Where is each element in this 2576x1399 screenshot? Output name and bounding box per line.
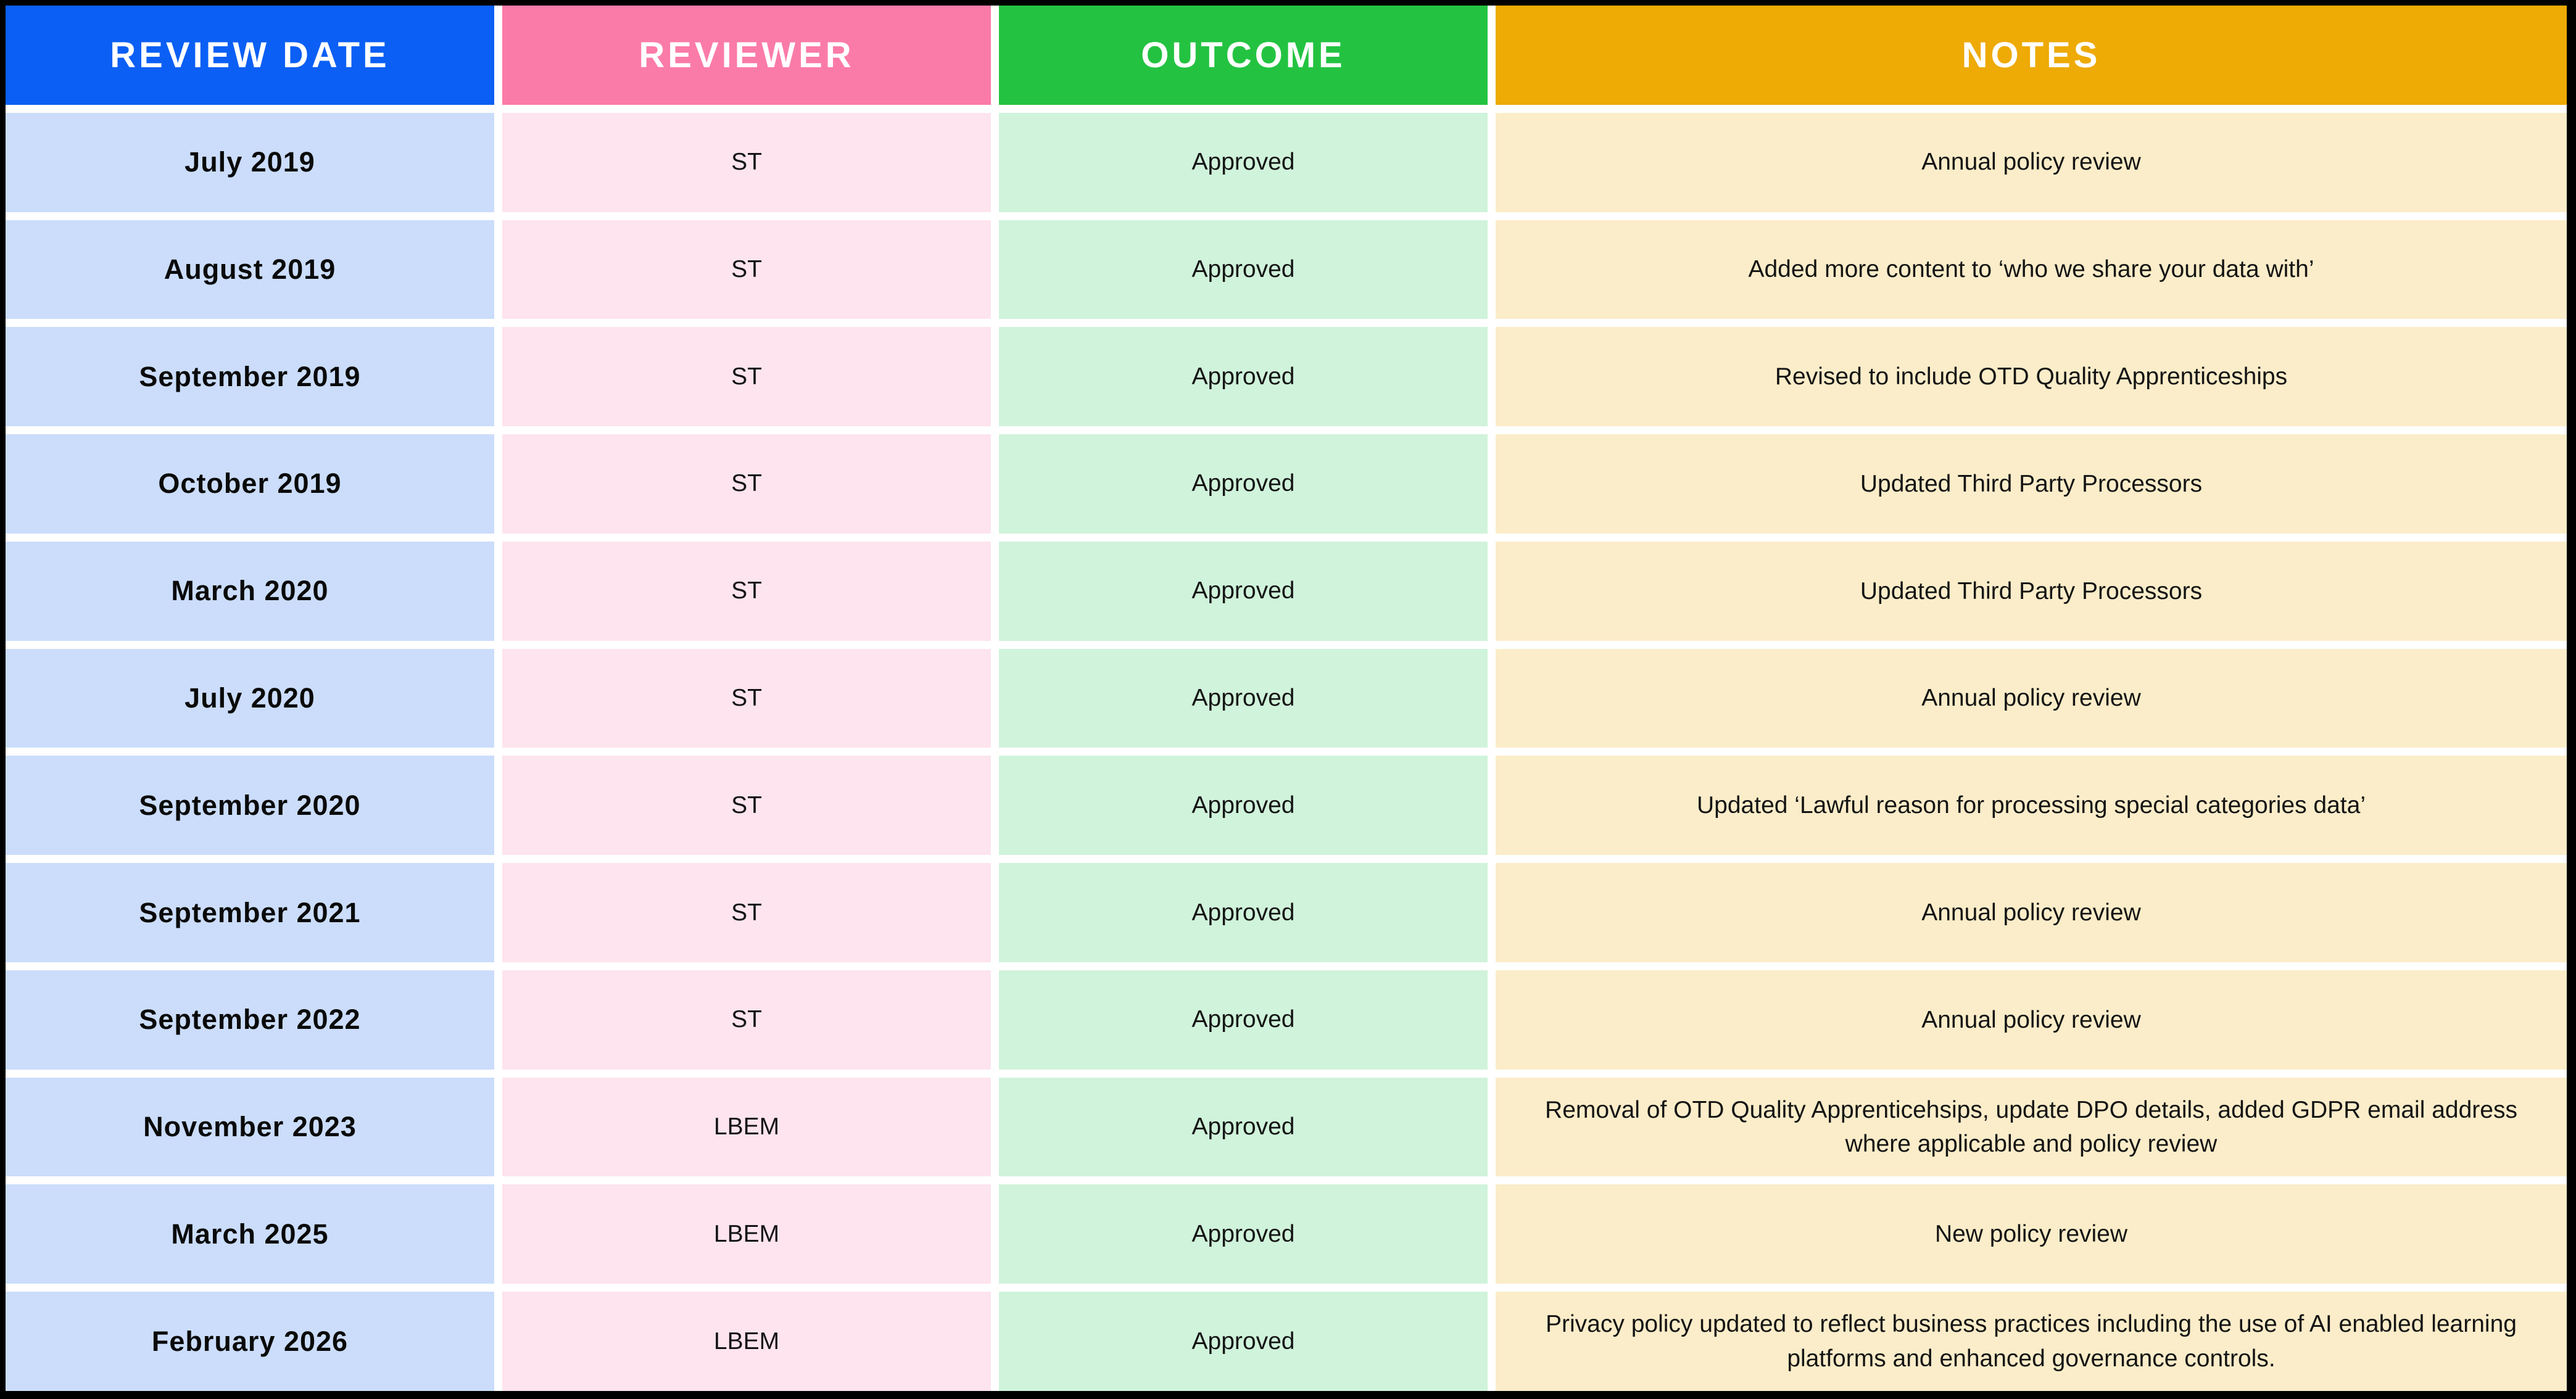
cell-reviewer: ST: [502, 970, 991, 1070]
cell-review-date: November 2023: [6, 1077, 494, 1177]
cell-reviewer: ST: [502, 434, 991, 534]
cell-reviewer: LBEM: [502, 1184, 991, 1284]
cell-notes: Updated ‘Lawful reason for processing sp…: [1496, 756, 2567, 856]
cell-outcome: Approved: [999, 1077, 1488, 1177]
cell-reviewer: ST: [502, 541, 991, 641]
cell-review-date: March 2025: [6, 1184, 494, 1284]
cell-outcome: Approved: [999, 1292, 1488, 1391]
cell-notes: Privacy policy updated to reflect busine…: [1496, 1292, 2567, 1391]
cell-notes: Updated Third Party Processors: [1496, 434, 2567, 534]
cell-reviewer: ST: [502, 648, 991, 748]
cell-review-date: August 2019: [6, 220, 494, 320]
cell-outcome: Approved: [999, 756, 1488, 856]
column-header-notes: NOTES: [1496, 6, 2567, 105]
cell-review-date: September 2022: [6, 970, 494, 1070]
cell-notes: Added more content to ‘who we share your…: [1496, 220, 2567, 320]
cell-review-date: February 2026: [6, 1292, 494, 1391]
cell-review-date: September 2021: [6, 863, 494, 962]
cell-review-date: October 2019: [6, 434, 494, 534]
cell-review-date: September 2020: [6, 756, 494, 856]
cell-review-date: September 2019: [6, 327, 494, 427]
cell-outcome: Approved: [999, 648, 1488, 748]
cell-reviewer: LBEM: [502, 1292, 991, 1391]
cell-outcome: Approved: [999, 541, 1488, 641]
column-header-outcome: OUTCOME: [999, 6, 1488, 105]
cell-outcome: Approved: [999, 1184, 1488, 1284]
cell-notes: Annual policy review: [1496, 112, 2567, 212]
cell-notes: Annual policy review: [1496, 648, 2567, 748]
cell-reviewer: ST: [502, 112, 991, 212]
cell-review-date: July 2020: [6, 648, 494, 748]
column-header-reviewer: REVIEWER: [502, 6, 991, 105]
cell-review-date: March 2020: [6, 541, 494, 641]
cell-outcome: Approved: [999, 220, 1488, 320]
cell-notes: Revised to include OTD Quality Apprentic…: [1496, 327, 2567, 427]
cell-outcome: Approved: [999, 970, 1488, 1070]
cell-notes: Annual policy review: [1496, 863, 2567, 962]
cell-notes: Removal of OTD Quality Apprenticehsips, …: [1496, 1077, 2567, 1177]
cell-outcome: Approved: [999, 863, 1488, 962]
cell-outcome: Approved: [999, 434, 1488, 534]
cell-reviewer: ST: [502, 327, 991, 427]
cell-outcome: Approved: [999, 327, 1488, 427]
cell-reviewer: ST: [502, 756, 991, 856]
review-history-grid: REVIEW DATE REVIEWER OUTCOME NOTES July …: [6, 6, 2567, 1391]
cell-reviewer: LBEM: [502, 1077, 991, 1177]
cell-notes: Updated Third Party Processors: [1496, 541, 2567, 641]
cell-reviewer: ST: [502, 220, 991, 320]
column-header-review-date: REVIEW DATE: [6, 6, 494, 105]
cell-notes: New policy review: [1496, 1184, 2567, 1284]
cell-review-date: July 2019: [6, 112, 494, 212]
cell-outcome: Approved: [999, 112, 1488, 212]
cell-reviewer: ST: [502, 863, 991, 962]
cell-notes: Annual policy review: [1496, 970, 2567, 1070]
